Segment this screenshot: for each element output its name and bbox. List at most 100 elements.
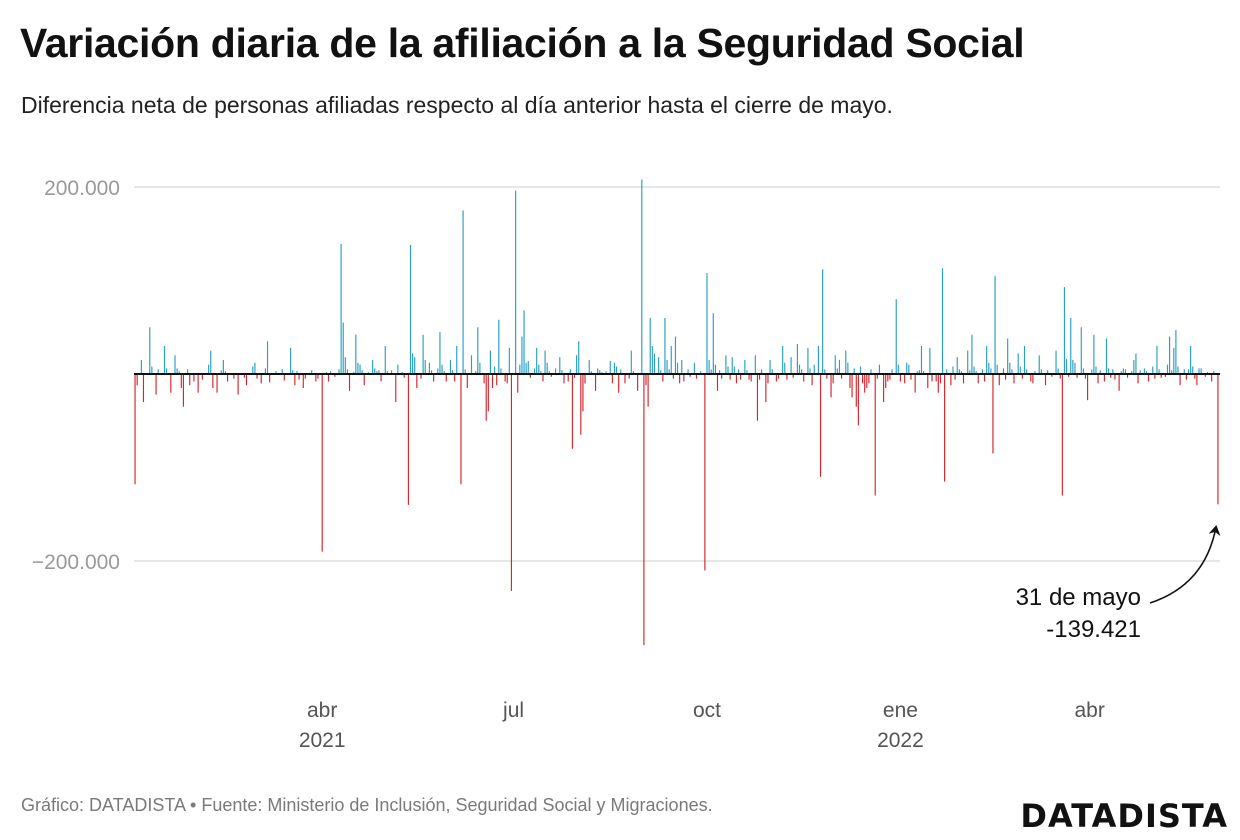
bar [906, 362, 908, 374]
bar [1099, 370, 1101, 374]
bar [1061, 374, 1063, 496]
bar [576, 355, 578, 374]
bar [1143, 368, 1145, 374]
annotation-date-label: 31 de mayo [1016, 584, 1141, 611]
bar [479, 362, 481, 374]
bar [142, 374, 145, 403]
bar [975, 371, 977, 374]
bar [1154, 374, 1156, 379]
bar [922, 371, 925, 374]
bar [1145, 371, 1148, 374]
bar [420, 374, 422, 379]
bar [679, 374, 681, 384]
bar [1166, 364, 1169, 374]
bar [1196, 374, 1198, 386]
bar [1147, 374, 1150, 382]
bar [1011, 369, 1013, 374]
bar [1135, 353, 1137, 374]
bar [550, 374, 552, 377]
bar [1074, 362, 1076, 374]
bar [222, 359, 224, 374]
bar [374, 368, 376, 374]
bar [376, 371, 378, 374]
bar [460, 374, 462, 485]
bar [346, 369, 349, 374]
bar [485, 374, 487, 421]
bar [384, 345, 386, 374]
bar [811, 374, 813, 386]
bar [790, 357, 792, 374]
bar [174, 355, 176, 374]
bar [977, 374, 979, 384]
bar [1217, 374, 1219, 505]
bar [643, 374, 645, 646]
bar [1211, 374, 1213, 382]
bar [544, 350, 546, 374]
bar [719, 370, 721, 374]
bar [748, 374, 750, 380]
bar [956, 357, 958, 374]
bar [681, 359, 683, 374]
bar [832, 374, 834, 384]
bar [1047, 370, 1049, 374]
bar [851, 374, 853, 398]
bar [357, 362, 359, 374]
bar [887, 374, 889, 382]
bar [746, 370, 748, 374]
bar [372, 359, 374, 374]
bar [1131, 371, 1133, 374]
bar [315, 374, 317, 382]
bar [672, 374, 674, 379]
bar [1004, 374, 1007, 380]
bar [891, 369, 893, 374]
bar [187, 369, 189, 374]
bar [1093, 334, 1095, 374]
bar [334, 374, 336, 377]
bar [498, 319, 500, 374]
bar [437, 368, 439, 374]
x-tick-label: abr [307, 699, 337, 722]
annotation-arrow [1149, 525, 1221, 604]
bar [897, 364, 899, 374]
y-tick-label: 200.000 [44, 177, 120, 200]
bar [163, 345, 166, 374]
bar [908, 364, 910, 374]
bar [777, 374, 780, 379]
bar [822, 269, 824, 374]
bar [517, 374, 519, 393]
bar [454, 374, 456, 382]
x-tick-label: ene [883, 699, 918, 722]
bar [712, 313, 714, 374]
y-tick-label: −200.000 [32, 551, 120, 574]
bar [237, 374, 239, 395]
bar [563, 374, 565, 384]
bar [1122, 368, 1124, 374]
bar [645, 374, 647, 386]
bar [847, 362, 849, 374]
bar [317, 374, 319, 379]
bar [134, 374, 136, 485]
bar [464, 369, 466, 374]
bar [729, 374, 731, 380]
bar [967, 350, 969, 374]
bar [756, 374, 759, 421]
bar [1040, 369, 1042, 374]
bar [620, 369, 622, 374]
bar [378, 370, 380, 374]
bar [254, 362, 256, 374]
bar [866, 374, 868, 389]
bar [1103, 374, 1105, 382]
bar [704, 374, 706, 571]
bar [1019, 366, 1021, 374]
bar [462, 210, 464, 374]
bar [878, 364, 880, 374]
bar [140, 359, 142, 374]
bar [182, 374, 184, 407]
bar [1009, 362, 1011, 374]
bar [407, 374, 409, 505]
bar [391, 370, 393, 374]
bar [613, 362, 616, 374]
bar [269, 374, 271, 383]
source-footer: Gráfico: DATADISTA • Fuente: Ministerio … [21, 795, 713, 815]
bar [275, 371, 277, 374]
